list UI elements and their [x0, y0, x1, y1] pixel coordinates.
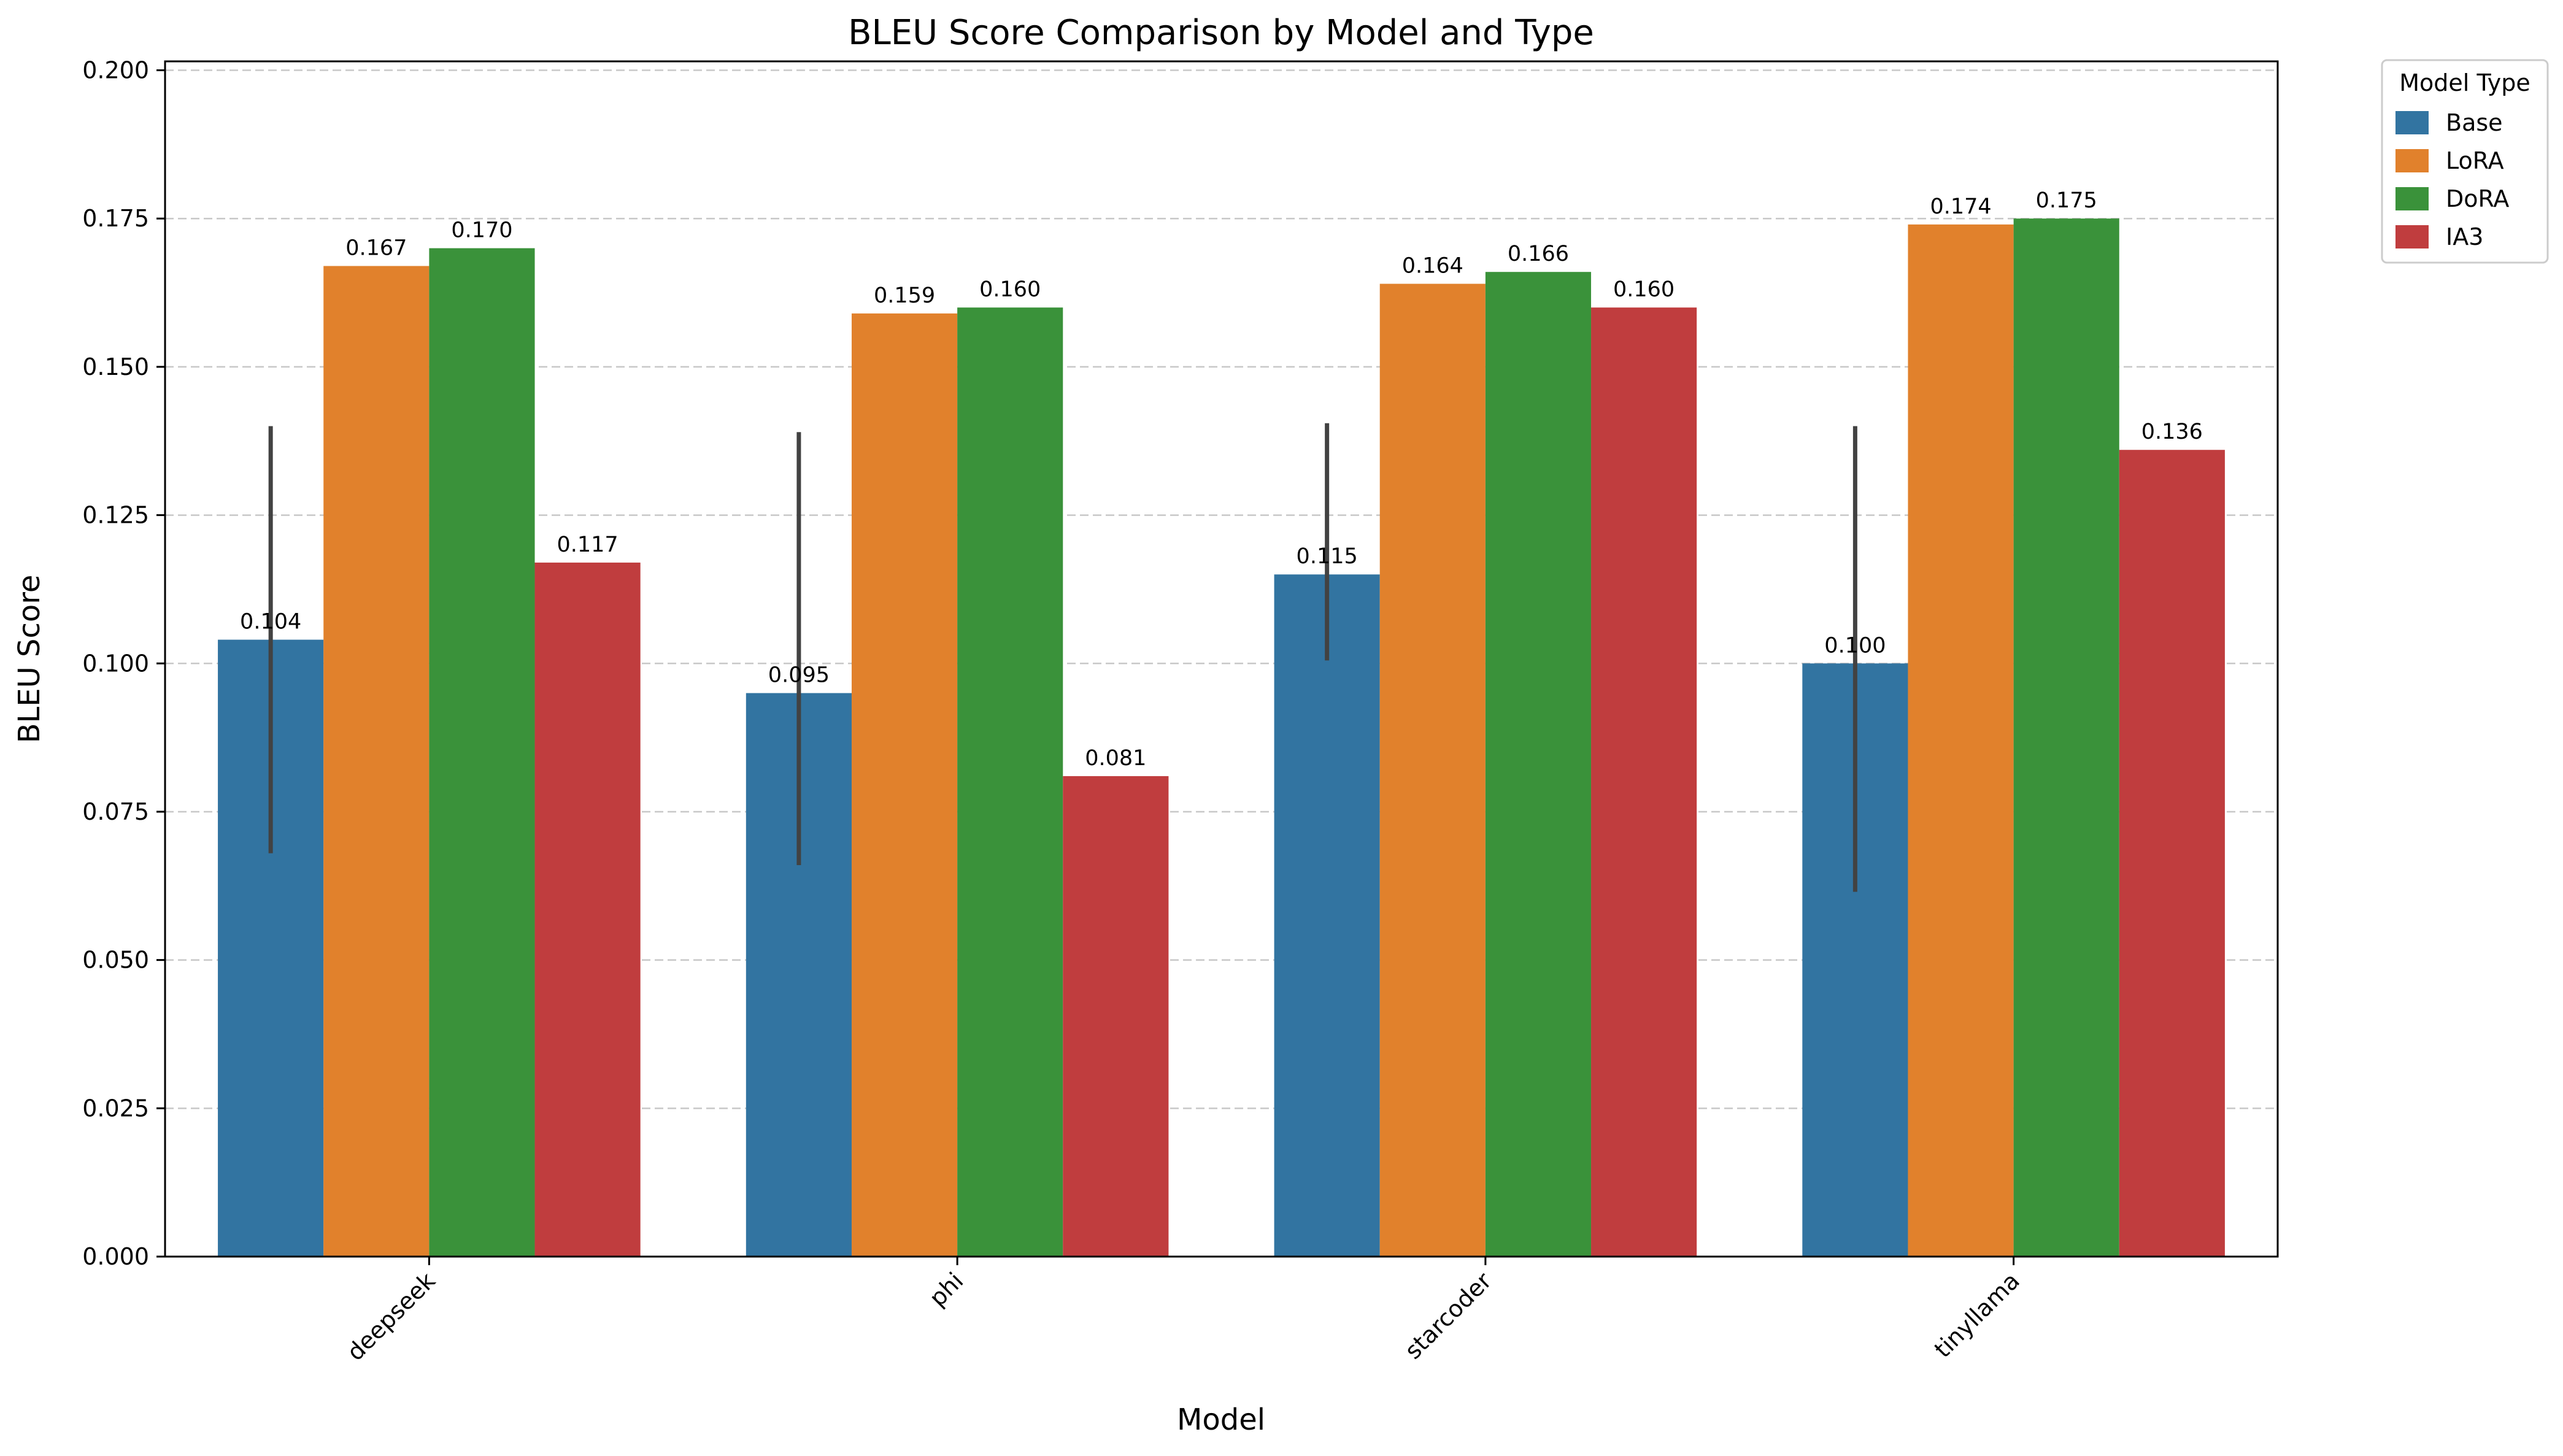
y-tick-label: 0.200 [82, 57, 149, 84]
x-axis-label: Model [1177, 1403, 1265, 1437]
error-bars [268, 423, 1857, 892]
bar-value-label: 0.175 [2036, 188, 2097, 213]
bar-base-starcoder [1274, 574, 1380, 1257]
legend-frame [2381, 59, 2549, 264]
bar-value-labels: 0.104 0.167 0.170 0.117 0.095 0.159 0.160 0.081… [240, 188, 2203, 771]
bar-lora-starcoder [1379, 283, 1486, 1257]
bar-dora-deepseek [429, 248, 535, 1257]
legend-swatch-dora [2395, 187, 2429, 210]
legend-swatch-base [2395, 111, 2429, 134]
bar-dora-phi [957, 307, 1063, 1257]
bar-value-label: 0.104 [240, 610, 301, 634]
plot-frame [164, 60, 2279, 1258]
y-tick-label: 0.150 [82, 353, 149, 380]
bar-value-label: 0.164 [1402, 254, 1463, 279]
legend-label-dora: DoRA [2446, 185, 2509, 212]
legend-swatch-lora [2395, 149, 2429, 172]
bar-value-label: 0.160 [1613, 277, 1675, 302]
chart-title: BLEU Score Comparison by Model and Type [848, 13, 1594, 53]
bar-lora-deepseek [323, 266, 430, 1257]
bar-dora-starcoder [1485, 272, 1592, 1257]
bars [218, 218, 2225, 1257]
bar-ia3-phi [1063, 776, 1169, 1257]
bar-value-label: 0.081 [1085, 746, 1146, 771]
y-tick-label: 0.125 [82, 502, 149, 529]
y-tick-label: 0.100 [82, 650, 149, 677]
bar-value-label: 0.160 [979, 277, 1041, 302]
legend-label-lora: LoRA [2446, 147, 2504, 174]
legend-swatch-ia3 [2395, 225, 2429, 248]
bar-value-label: 0.166 [1508, 242, 1569, 266]
y-tick-label: 0.075 [82, 798, 149, 825]
y-axis: 0.000 0.025 0.050 0.075 0.100 0.125 0.150 0.175… [82, 57, 165, 1270]
bar-value-label: 0.174 [1930, 195, 1991, 219]
legend-title: Model Type [2399, 69, 2530, 96]
legend-items: Base LoRA DoRA IA3 [2395, 109, 2509, 250]
bar-value-label: 0.100 [1824, 633, 1886, 658]
legend-label-base: Base [2446, 109, 2503, 136]
bar-value-label: 0.167 [345, 236, 407, 261]
y-tick-label: 0.175 [82, 205, 149, 232]
y-tick-label: 0.025 [82, 1095, 149, 1122]
bar-value-label: 0.159 [874, 283, 935, 308]
legend: Model Type Base LoRA DoRA IA3 [2381, 59, 2549, 264]
bar-dora-tinyllama [2013, 218, 2119, 1257]
bar-ia3-tinyllama [2119, 450, 2225, 1257]
bar-value-label: 0.115 [1297, 544, 1358, 569]
bar-lora-tinyllama [1908, 224, 2014, 1257]
bar-value-label: 0.170 [451, 218, 512, 243]
y-axis-label: BLEU Score [12, 575, 47, 744]
bar-lora-phi [851, 313, 958, 1257]
bar-ia3-starcoder [1591, 307, 1697, 1257]
bar-value-label: 0.136 [2141, 420, 2203, 444]
legend-label-ia3: IA3 [2446, 223, 2483, 250]
bar-value-label: 0.095 [768, 663, 830, 688]
y-tick-label: 0.050 [82, 947, 149, 974]
y-tick-label: 0.000 [82, 1243, 149, 1270]
bar-ia3-deepseek [534, 562, 641, 1257]
bar-value-label: 0.117 [557, 533, 618, 557]
